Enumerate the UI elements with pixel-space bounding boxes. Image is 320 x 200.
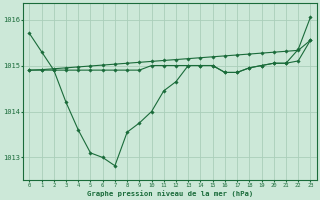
X-axis label: Graphe pression niveau de la mer (hPa): Graphe pression niveau de la mer (hPa) <box>87 190 253 197</box>
